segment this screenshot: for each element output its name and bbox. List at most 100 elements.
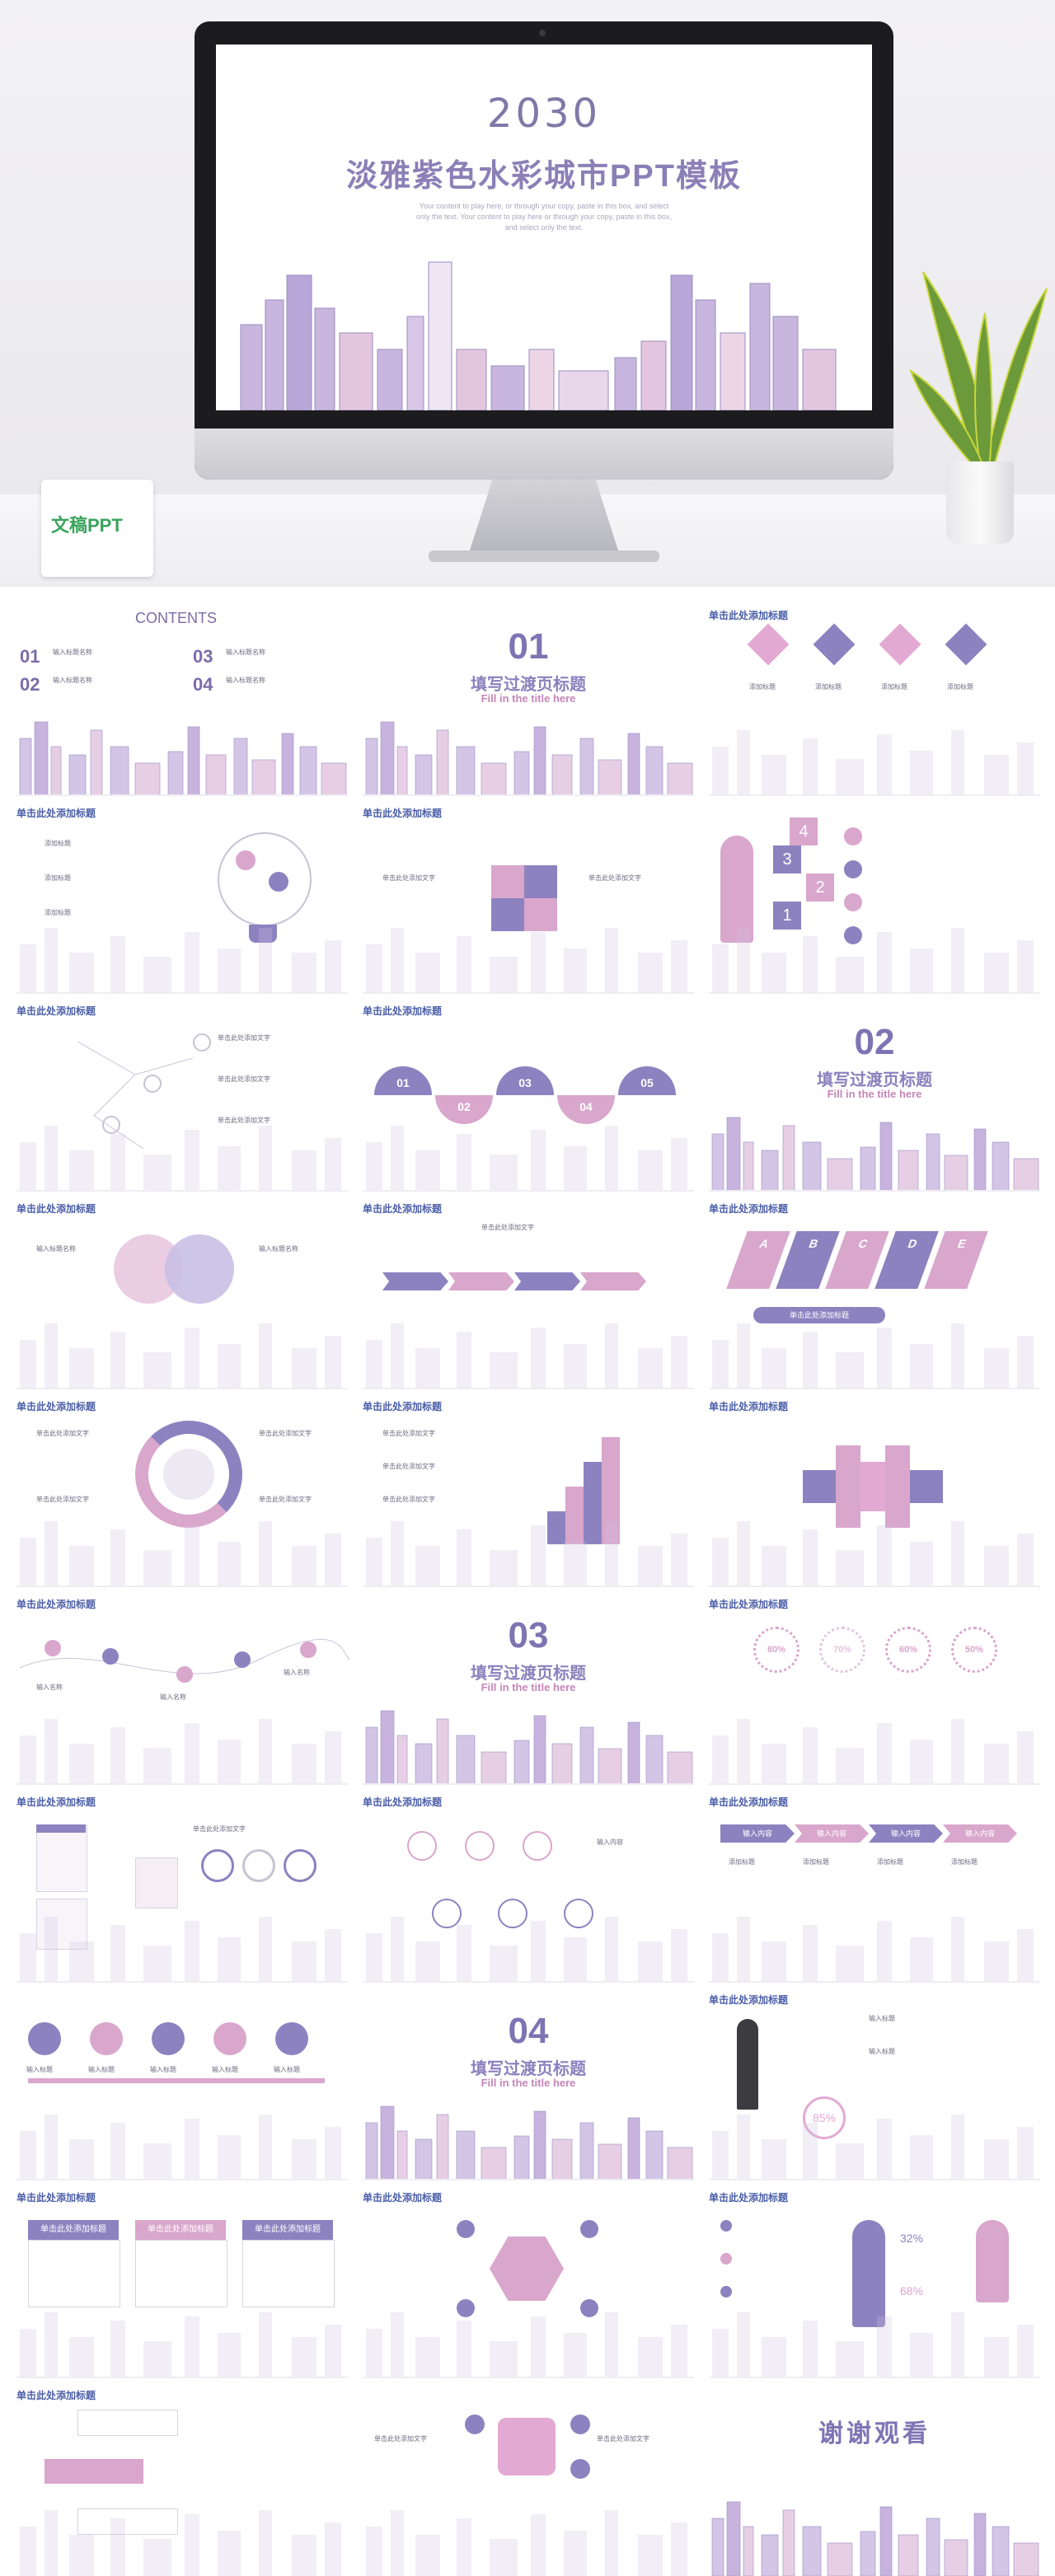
person-figure (720, 836, 753, 943)
slide-gender-ratio[interactable]: 单击此处添加标题 32% 68% (704, 2187, 1045, 2378)
wave-node-4 (234, 1651, 251, 1668)
stack-icon-4 (844, 926, 862, 944)
doc-card-2 (36, 1899, 87, 1950)
separator (363, 2179, 694, 2180)
column-header-1: 单击此处添加标题 (28, 2220, 119, 2240)
half-circle-5: 05 (618, 1066, 676, 1095)
slide-header: 单击此处添加标题 (16, 1599, 96, 1610)
separator (363, 2377, 694, 2378)
separator (16, 794, 348, 796)
city-skyline (365, 1710, 693, 1785)
section-title: 填写过渡页标题 (471, 2060, 586, 2078)
network-text-3: 单击此处添加文字 (218, 1117, 270, 1124)
column-body-3 (242, 2240, 335, 2307)
hex-icon-3 (457, 2299, 475, 2317)
bulb-base (249, 925, 277, 943)
separator (709, 2179, 1040, 2180)
hub-text-right: 单击此处添加文字 (597, 2435, 649, 2443)
separator (363, 1190, 694, 1192)
city-skyline (20, 1917, 341, 1983)
slide-process-arrows[interactable]: 单击此处添加标题 输入内容 输入内容 输入内容 输入内容 添加标题 添加标题 添… (704, 1791, 1045, 1983)
slide-puzzle[interactable]: 单击此处添加标题 单击此处添加文字 单击此处添加文字 (358, 803, 699, 994)
half-circle-1: 01 (374, 1066, 432, 1095)
slide-hub[interactable]: 单击此处添加文字 单击此处添加文字 (358, 2385, 699, 2576)
slide-cubes[interactable]: 单击此处添加标题 添加标题 添加标题 添加标题 添加标题 (704, 605, 1045, 796)
cube-label-1: 添加标题 (749, 683, 776, 691)
slide-contents[interactable]: CONTENTS 01 输入标题名称 02 输入标题名称 03 输入标题名称 0… (12, 605, 353, 796)
separator (16, 1190, 348, 1192)
stack-icon-2 (844, 860, 862, 878)
slide-half-circles[interactable]: 单击此处添加标题 01 02 03 04 05 (358, 1000, 699, 1192)
doc-card-3 (135, 1857, 178, 1909)
slide-lightbulb[interactable]: 单击此处添加标题 添加标题 添加标题 添加标题 (12, 803, 353, 994)
puzzle-piece-4 (524, 898, 557, 931)
ratio-68: 68% (900, 2284, 924, 2297)
separator (709, 1190, 1040, 1192)
calendar-logo: 文稿PPT (51, 515, 123, 536)
slide-section-01[interactable]: 01 填写过渡页标题 Fill in the title here (358, 605, 699, 796)
column-body-1 (28, 2240, 120, 2307)
stack-icon-3 (844, 893, 862, 911)
wave-node-3 (176, 1666, 193, 1683)
slide-section-04[interactable]: 04 填写过渡页标题 Fill in the title here (358, 1989, 699, 2180)
monitor-base (429, 550, 659, 562)
city-skyline (712, 730, 1034, 796)
slide-stack-person[interactable]: 1 2 3 4 (704, 803, 1045, 994)
hero-city-skyline (240, 261, 837, 410)
bulb-item-3: 添加标题 (45, 909, 71, 916)
slide-hexagon[interactable]: 单击此处添加标题 (358, 2187, 699, 2378)
slide-section-02[interactable]: 02 填写过渡页标题 Fill in the title here (704, 1000, 1045, 1192)
slide-venn[interactable]: 单击此处添加标题 输入标题名称 输入标题名称 (12, 1198, 353, 1389)
slide-three-columns[interactable]: 单击此处添加标题 单击此处添加标题 单击此处添加标题 单击此处添加标题 (12, 2187, 353, 2378)
slide-arrows[interactable]: 单击此处添加标题 单击此处添加文字 (358, 1198, 699, 1389)
bar-1 (547, 1511, 565, 1544)
bulb-item-1: 添加标题 (45, 840, 71, 847)
slide-thanks[interactable]: 谢谢观看 (704, 2385, 1045, 2576)
city-skyline (20, 1719, 341, 1785)
slide-flow-boxes[interactable]: 单击此处添加标题 (12, 2385, 353, 2576)
slide-pins[interactable]: 单击此处添加标题 输入内容 (358, 1791, 699, 1983)
slide-section-03[interactable]: 03 填写过渡页标题 Fill in the title here (358, 1594, 699, 1785)
ring-text-2: 单击此处添加文字 (36, 1496, 89, 1503)
separator (363, 1981, 694, 1983)
slide-header: 单击此处添加标题 (363, 1401, 443, 1412)
block-2 (836, 1445, 860, 1528)
ring-text-3: 单击此处添加文字 (259, 1430, 312, 1437)
slide-timeline-wave[interactable]: 单击此处添加标题 输入名称 输入名称 输入名称 (12, 1594, 353, 1785)
contents-num-4: 04 (193, 674, 213, 695)
slide-3d-bars[interactable]: 单击此处添加标题 单击此处添加文字 单击此处添加文字 单击此处添加文字 (358, 1396, 699, 1587)
slide-header: 单击此处添加标题 (709, 1203, 789, 1215)
businessman-label-2: 输入标题 (869, 2048, 895, 2055)
section-number: 01 (508, 626, 549, 667)
step-icon-4 (213, 2022, 246, 2055)
slide-header: 单击此处添加标题 (16, 1203, 96, 1215)
legend-dot-3 (720, 2286, 732, 2297)
slide-docs[interactable]: 单击此处添加标题 单击此处添加文字 (12, 1791, 353, 1983)
slide-businessman[interactable]: 单击此处添加标题 85% 输入标题 输入标题 (704, 1989, 1045, 2180)
bar-4 (602, 1437, 620, 1544)
cube-label-4: 添加标题 (947, 683, 973, 691)
slide-percent-circles[interactable]: 单击此处添加标题 80% 70% 60% 50% (704, 1594, 1045, 1785)
wave-label-1: 输入名称 (36, 1684, 63, 1691)
slide-blocks[interactable]: 单击此处添加标题 (704, 1396, 1045, 1587)
slide-icon-steps[interactable]: 输入标题 输入标题 输入标题 输入标题 输入标题 (12, 1989, 353, 2180)
arrow-step-4 (580, 1272, 646, 1290)
legend-dot-1 (720, 2220, 732, 2232)
city-skyline (712, 1719, 1034, 1785)
slide-header: 单击此处添加标题 (363, 808, 443, 819)
businessman-label-1: 输入标题 (869, 2015, 895, 2022)
slide-header: 单击此处添加标题 (16, 1005, 96, 1017)
percent-circle-1: 80% (753, 1627, 799, 1673)
plant-leaves (908, 271, 1048, 471)
process-step-2: 输入内容 (795, 1824, 869, 1843)
city-skyline (20, 928, 341, 994)
separator (363, 1783, 694, 1785)
slide-ring[interactable]: 单击此处添加标题 单击此处添加文字 单击此处添加文字 单击此处添加文字 单击此处… (12, 1396, 353, 1587)
slide-cards-abcde[interactable]: 单击此处添加标题 A B C D E 单击此处添加标题 (704, 1198, 1045, 1389)
separator (709, 794, 1040, 796)
slide-network[interactable]: 单击此处添加标题 单击此处添加文字 单击此处添加文字 单击此处添加文字 (12, 1000, 353, 1192)
city-skyline (711, 1117, 1039, 1192)
percent-85: 85% (803, 2096, 846, 2139)
network-node-1 (193, 1033, 211, 1051)
slide-header: 单击此处添加标题 (709, 610, 789, 621)
